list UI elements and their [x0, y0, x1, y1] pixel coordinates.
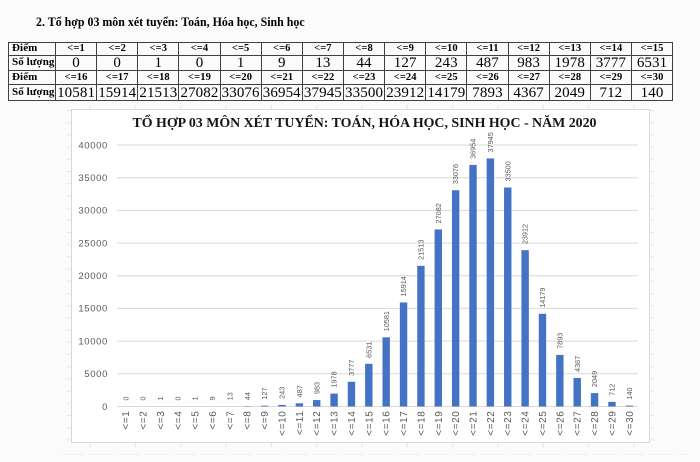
svg-text:0: 0	[102, 402, 108, 413]
svg-text:33500: 33500	[503, 161, 512, 181]
svg-text:<=3: <=3	[156, 411, 167, 430]
svg-text:983: 983	[312, 382, 321, 394]
svg-text:<=5: <=5	[191, 411, 202, 430]
svg-text:0: 0	[139, 396, 148, 400]
svg-text:5000: 5000	[84, 369, 108, 380]
svg-text:<=16: <=16	[382, 411, 393, 436]
svg-text:<=20: <=20	[451, 411, 462, 436]
svg-text:<=14: <=14	[347, 411, 358, 436]
svg-text:9: 9	[208, 396, 217, 400]
svg-text:37945: 37945	[486, 132, 495, 152]
svg-text:<=6: <=6	[208, 411, 219, 430]
svg-text:<=4: <=4	[173, 411, 184, 430]
svg-text:10000: 10000	[78, 336, 108, 347]
svg-text:<=30: <=30	[625, 411, 636, 436]
svg-text:7893: 7893	[555, 333, 564, 349]
svg-text:<=15: <=15	[364, 411, 375, 436]
svg-text:243: 243	[278, 387, 287, 399]
svg-text:15914: 15914	[399, 276, 408, 296]
svg-text:<=24: <=24	[521, 411, 532, 436]
svg-text:140: 140	[625, 387, 634, 399]
svg-text:<=7: <=7	[225, 411, 236, 430]
svg-text:30000: 30000	[78, 206, 108, 217]
svg-text:1: 1	[156, 396, 165, 400]
svg-text:1: 1	[191, 396, 200, 400]
svg-text:0: 0	[173, 396, 182, 400]
svg-text:<=17: <=17	[399, 411, 410, 436]
svg-text:13: 13	[225, 392, 234, 400]
svg-text:<=13: <=13	[330, 411, 341, 436]
svg-text:20000: 20000	[78, 271, 108, 282]
svg-text:44: 44	[243, 392, 252, 400]
svg-text:3777: 3777	[347, 360, 356, 376]
svg-text:4367: 4367	[573, 356, 582, 372]
svg-text:14179: 14179	[538, 288, 547, 308]
svg-text:<=12: <=12	[312, 411, 323, 436]
svg-text:2049: 2049	[590, 371, 599, 387]
svg-text:<=19: <=19	[434, 411, 445, 436]
svg-text:487: 487	[295, 385, 304, 397]
svg-text:<=18: <=18	[416, 411, 427, 436]
svg-text:23912: 23912	[521, 224, 530, 244]
svg-text:33076: 33076	[451, 164, 460, 184]
svg-text:<=21: <=21	[469, 411, 480, 436]
svg-text:<=28: <=28	[590, 411, 601, 436]
svg-text:<=26: <=26	[555, 411, 566, 436]
svg-text:127: 127	[260, 387, 269, 399]
svg-text:27082: 27082	[434, 203, 443, 223]
svg-text:<=10: <=10	[277, 411, 288, 436]
svg-text:36954: 36954	[469, 139, 478, 159]
svg-text:<=27: <=27	[573, 411, 584, 436]
svg-text:35000: 35000	[78, 173, 108, 184]
svg-text:<=23: <=23	[503, 411, 514, 436]
svg-text:<=8: <=8	[243, 411, 254, 430]
svg-text:40000: 40000	[78, 140, 108, 151]
svg-text:<=9: <=9	[260, 411, 271, 430]
svg-text:<=1: <=1	[121, 411, 132, 430]
svg-text:712: 712	[608, 384, 617, 396]
svg-text:6531: 6531	[364, 342, 373, 358]
svg-text:<=25: <=25	[538, 411, 549, 436]
svg-text:<=29: <=29	[607, 411, 618, 436]
svg-text:15000: 15000	[78, 304, 108, 315]
svg-text:TỔ HỢP 03 MÔN XÉT TUYỂN: TOÁN,: TỔ HỢP 03 MÔN XÉT TUYỂN: TOÁN, HÓA HỌC, …	[133, 113, 597, 131]
svg-text:0: 0	[121, 396, 130, 400]
svg-text:<=2: <=2	[139, 411, 150, 430]
svg-text:25000: 25000	[78, 238, 108, 249]
svg-text:<=22: <=22	[486, 411, 497, 436]
svg-text:<=11: <=11	[295, 411, 306, 435]
svg-text:21513: 21513	[417, 240, 426, 260]
svg-text:1978: 1978	[330, 371, 339, 387]
svg-text:10581: 10581	[382, 311, 391, 331]
